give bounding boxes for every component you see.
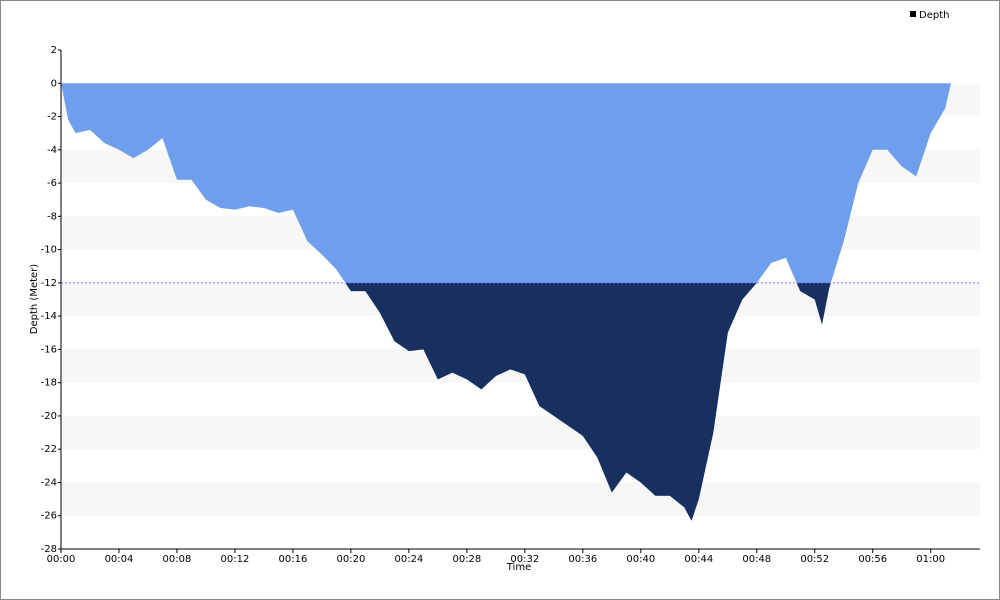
legend-label: Depth bbox=[919, 10, 949, 21]
y-tick-label: -26 bbox=[41, 511, 57, 522]
x-tick-label: 00:52 bbox=[800, 554, 829, 565]
y-tick-label: -14 bbox=[41, 311, 57, 322]
x-tick-label: 00:48 bbox=[742, 554, 771, 565]
x-tick-label: 00:00 bbox=[47, 554, 76, 565]
y-tick-label: -6 bbox=[47, 178, 57, 189]
y-tick-label: -2 bbox=[47, 112, 57, 123]
x-tick-label: 00:40 bbox=[626, 554, 655, 565]
y-tick-label: 2 bbox=[51, 45, 57, 56]
x-tick-label: 00:08 bbox=[163, 554, 192, 565]
x-tick-label: 00:32 bbox=[510, 554, 539, 565]
y-tick-label: -4 bbox=[47, 145, 57, 156]
x-axis-label: Time bbox=[506, 562, 531, 573]
y-tick-label: -8 bbox=[47, 211, 57, 222]
y-tick-label: -24 bbox=[41, 477, 57, 488]
x-tick-label: 00:36 bbox=[568, 554, 597, 565]
deep-area bbox=[345, 282, 831, 521]
x-tick-label: 00:16 bbox=[279, 554, 308, 565]
x-tick-label: 00:04 bbox=[105, 554, 134, 565]
y-tick-label: 0 bbox=[51, 78, 57, 89]
y-tick-label: -20 bbox=[41, 411, 57, 422]
y-tick-label: -28 bbox=[41, 544, 57, 555]
x-tick-label: 00:24 bbox=[394, 554, 423, 565]
x-tick-label: 01:00 bbox=[916, 554, 945, 565]
legend-swatch bbox=[910, 11, 916, 17]
x-tick-label: 00:28 bbox=[452, 554, 481, 565]
y-tick-label: -18 bbox=[41, 378, 57, 389]
y-tick-label: -12 bbox=[41, 278, 57, 289]
x-tick-label: 00:56 bbox=[858, 554, 887, 565]
x-tick-label: 00:44 bbox=[684, 554, 713, 565]
y-tick-label: -22 bbox=[41, 444, 57, 455]
grid-band bbox=[61, 415, 980, 450]
y-axis-label: Depth (Meter) bbox=[29, 264, 40, 335]
y-tick-label: -16 bbox=[41, 344, 57, 355]
grid-band bbox=[61, 482, 980, 516]
x-tick-label: 00:20 bbox=[336, 554, 365, 565]
y-tick-label: -10 bbox=[41, 245, 57, 256]
x-tick-label: 00:12 bbox=[221, 554, 250, 565]
